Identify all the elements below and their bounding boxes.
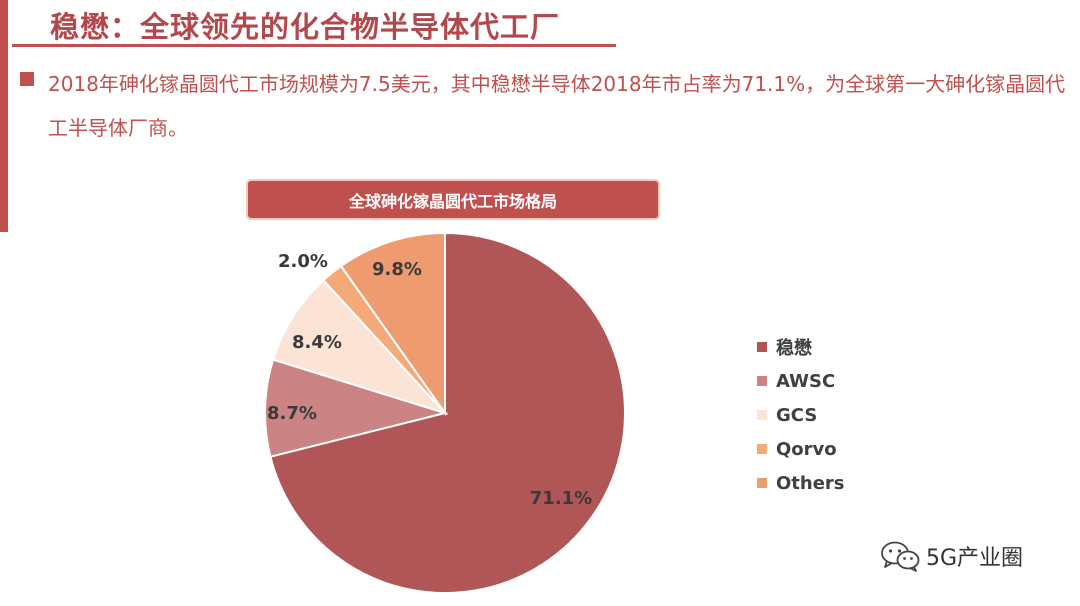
legend-swatch	[757, 410, 767, 420]
watermark: 5G产业圈	[880, 540, 1023, 572]
chart-title: 全球砷化镓晶圆代工市场格局	[246, 179, 660, 220]
chart-legend: 稳懋 AWSC GCS Qorvo Others	[757, 330, 845, 500]
slice-data-label: 71.1%	[530, 488, 592, 509]
slice-data-label: 2.0%	[278, 251, 328, 272]
legend-item: 稳懋	[757, 330, 845, 364]
watermark-label: 5G产业圈	[926, 546, 1024, 571]
legend-item: Qorvo	[757, 432, 845, 466]
pie-slice	[271, 278, 449, 416]
slice-data-label: 8.4%	[292, 332, 342, 353]
bullet-text: 2018年砷化镓晶圆代工市场规模为7.5美元，其中稳懋半导体2018年市占率为7…	[48, 72, 1066, 140]
legend-swatch	[757, 478, 767, 488]
legend-swatch	[757, 376, 767, 386]
page-title: 稳懋：全球领先的化合物半导体代工厂	[50, 10, 561, 44]
legend-label: GCS	[776, 404, 818, 426]
legend-label: AWSC	[776, 370, 836, 392]
legend-label: 稳懋	[776, 338, 812, 359]
legend-item: GCS	[757, 398, 845, 432]
legend-swatch	[757, 444, 767, 454]
pie-slice	[339, 231, 446, 417]
bullet-square-icon	[20, 72, 34, 86]
legend-item: AWSC	[757, 364, 845, 398]
title-underline	[12, 44, 616, 47]
pie-slice	[263, 358, 449, 458]
legend-label: Others	[776, 472, 845, 494]
legend-label: Qorvo	[776, 438, 837, 460]
slice-data-label: 9.8%	[372, 259, 422, 280]
left-accent-bar	[0, 0, 8, 232]
slice-data-label: 8.7%	[267, 403, 317, 424]
legend-swatch	[757, 342, 767, 352]
wechat-icon	[881, 541, 920, 572]
legend-item: Others	[757, 466, 845, 500]
